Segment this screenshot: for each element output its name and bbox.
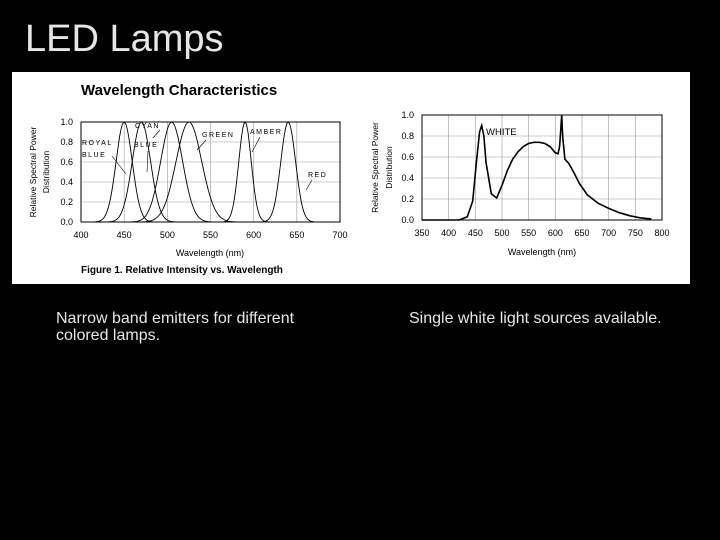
caption-white-light: Single white light sources available. bbox=[409, 310, 662, 327]
x-tick-label: 400 bbox=[73, 230, 88, 240]
y-tick-label: 0.8 bbox=[60, 137, 73, 147]
x-tick-label: 450 bbox=[117, 230, 132, 240]
series-label-royal-blue: ROYAL bbox=[82, 140, 113, 147]
x-tick-label: 550 bbox=[521, 228, 536, 238]
x-axis-label: Wavelength (nm) bbox=[508, 247, 576, 257]
x-tick-label: 450 bbox=[468, 228, 483, 238]
leader-line-amber bbox=[251, 136, 261, 153]
spectral-figure: Wavelength Characteristics Figure 1. Rel… bbox=[28, 82, 670, 276]
x-tick-label: 350 bbox=[414, 228, 429, 238]
chart-white-led: 350 400 450 500 550 600 650 700 750 800 0.0 0.2 0.4 0… bbox=[370, 110, 670, 257]
y-tick-label: 0.6 bbox=[401, 152, 414, 162]
series-label-blue: BLUE bbox=[134, 142, 158, 149]
y-tick-label: 0.6 bbox=[60, 157, 73, 167]
x-tick-label: 600 bbox=[246, 230, 261, 240]
series-label-red: RED bbox=[308, 172, 327, 179]
x-tick-label: 700 bbox=[332, 230, 347, 240]
y-tick-label: 1.0 bbox=[401, 110, 414, 120]
series-label-green: GREEN bbox=[202, 132, 234, 139]
leader-line-royal-blue bbox=[111, 155, 127, 175]
y-tick-label: 1.0 bbox=[60, 117, 73, 127]
series-label-amber: AMBER bbox=[250, 129, 282, 136]
figure-caption: Figure 1. Relative Intensity vs. Wavelen… bbox=[81, 265, 283, 276]
leader-line-blue bbox=[146, 150, 149, 173]
y-tick-label: 0.0 bbox=[401, 215, 414, 225]
x-tick-label: 550 bbox=[203, 230, 218, 240]
y-tick-label: 0.8 bbox=[401, 131, 414, 141]
series-line-white bbox=[422, 114, 652, 221]
x-tick-label: 500 bbox=[160, 230, 175, 240]
figure-title: Wavelength Characteristics bbox=[81, 82, 277, 99]
series-label-cyan: CYAN bbox=[135, 123, 160, 130]
y-axis-label-line2: Distribution bbox=[384, 146, 394, 189]
x-axis-label: Wavelength (nm) bbox=[176, 248, 244, 258]
leader-line-green bbox=[196, 139, 207, 151]
y-axis-label-line2: Distribution bbox=[41, 150, 51, 193]
x-tick-label: 600 bbox=[548, 228, 563, 238]
x-tick-label: 500 bbox=[494, 228, 509, 238]
series-label-royal-blue: BLUE bbox=[82, 152, 106, 159]
chart-colored-leds: 400 450 500 550 600 650 700 0.0 0.2 0.4 0.6 0.8 1.0 W… bbox=[28, 117, 348, 258]
caption-narrow-band: Narrow band emitters for different color… bbox=[56, 310, 295, 344]
plot-frame bbox=[421, 114, 663, 221]
x-tick-label: 650 bbox=[574, 228, 589, 238]
y-tick-label: 0.4 bbox=[401, 173, 414, 183]
series-label-white: WHITE bbox=[486, 127, 517, 138]
y-tick-label: 0.2 bbox=[401, 194, 414, 204]
x-tick-label: 400 bbox=[441, 228, 456, 238]
y-axis-label: Relative Spectral Power bbox=[28, 126, 38, 217]
slide-title: LED Lamps bbox=[25, 18, 224, 60]
y-axis-label: Relative Spectral Power bbox=[370, 122, 380, 213]
series-line-red bbox=[81, 121, 340, 223]
figure-panel: Wavelength Characteristics Figure 1. Rel… bbox=[12, 72, 690, 284]
leader-line-cyan bbox=[152, 129, 161, 139]
x-tick-label: 650 bbox=[289, 230, 304, 240]
x-tick-label: 800 bbox=[654, 228, 669, 238]
y-tick-label: 0.2 bbox=[60, 197, 73, 207]
y-tick-label: 0.4 bbox=[60, 177, 73, 187]
y-tick-label: 0.0 bbox=[60, 217, 73, 227]
x-tick-label: 700 bbox=[601, 228, 616, 238]
x-tick-label: 750 bbox=[628, 228, 643, 238]
leader-line-red bbox=[305, 179, 313, 191]
